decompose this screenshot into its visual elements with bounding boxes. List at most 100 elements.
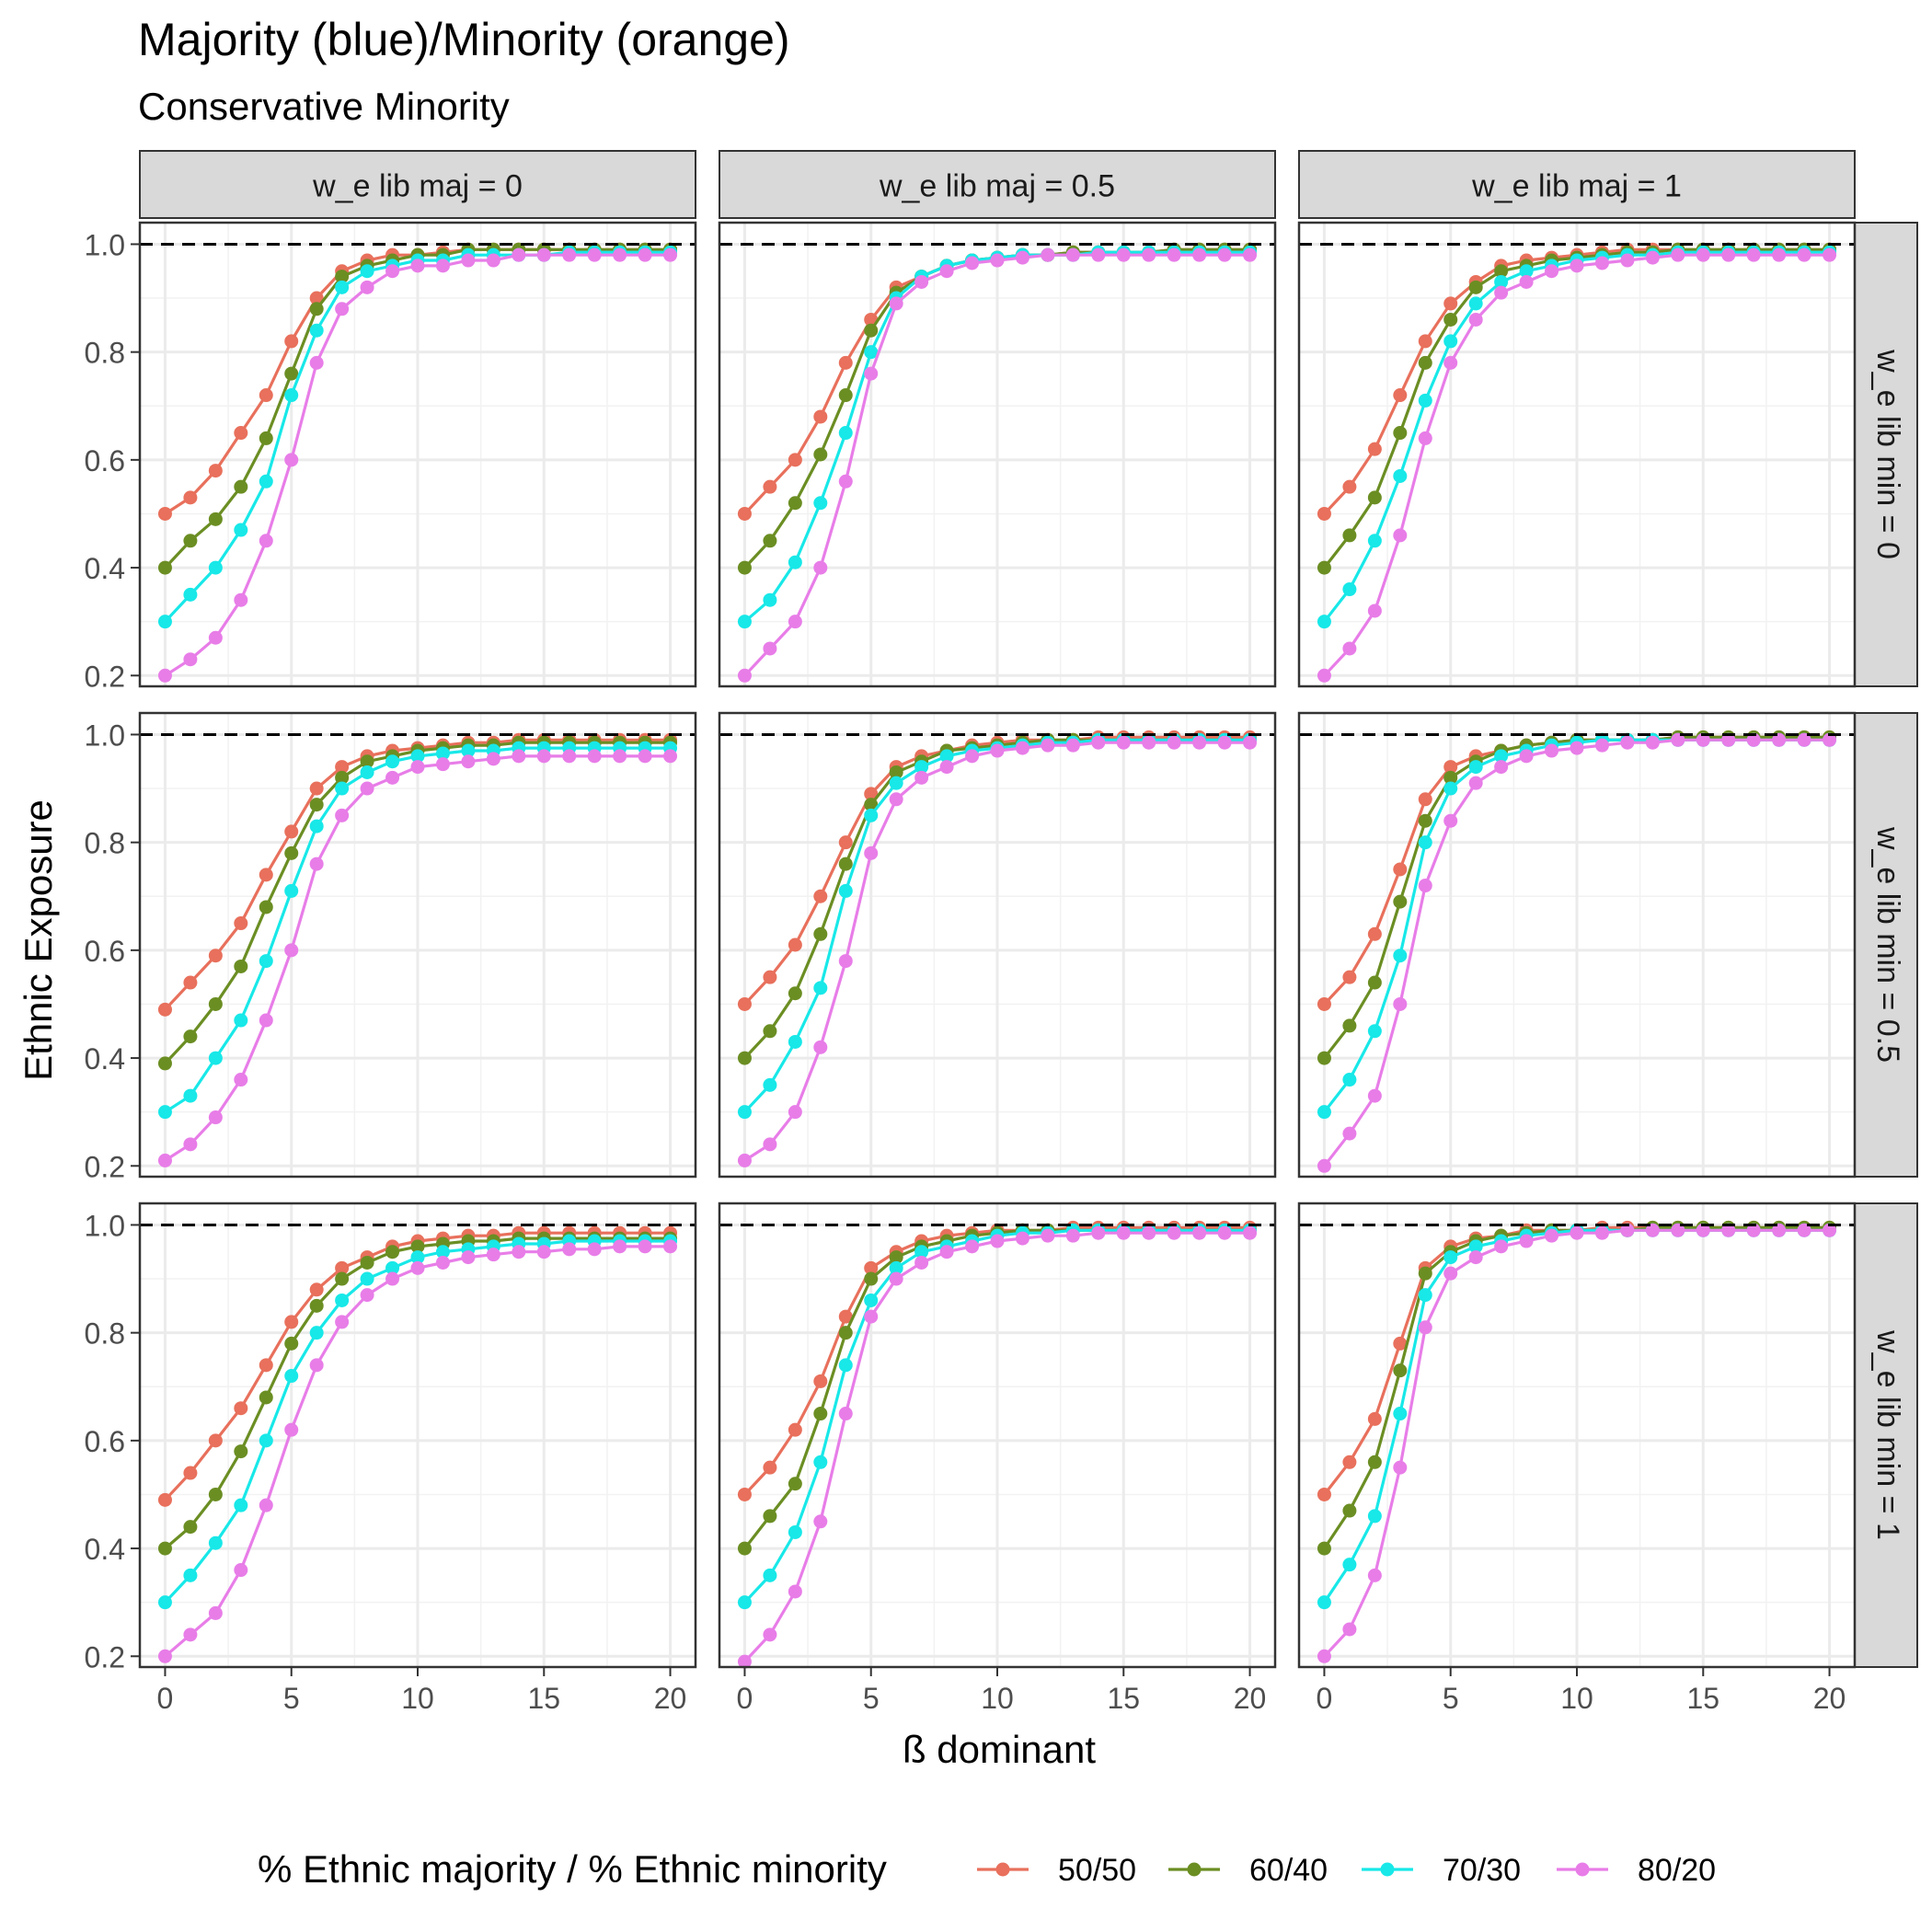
facet-panel: 0.2 0.4 0.6 0.8 1.0 0 5 10 15 20 — [85, 1202, 697, 1715]
data-point — [1342, 970, 1357, 984]
data-point — [183, 534, 198, 548]
data-point — [183, 1520, 198, 1535]
data-point — [183, 1088, 198, 1103]
data-point — [410, 1239, 425, 1254]
data-point — [435, 757, 450, 772]
data-point — [864, 345, 879, 360]
data-point — [183, 1568, 198, 1582]
data-point — [208, 1110, 223, 1125]
legend-label: 70/30 — [1443, 1853, 1521, 1888]
data-point — [385, 264, 400, 279]
data-point — [234, 916, 248, 931]
data-point — [435, 1245, 450, 1259]
x-tick-label: 15 — [1686, 1682, 1719, 1715]
y-tick-label: 1.0 — [85, 719, 125, 752]
data-point — [838, 857, 853, 871]
data-point — [208, 1487, 223, 1501]
data-point — [183, 1029, 198, 1044]
data-point — [813, 981, 828, 995]
data-point — [788, 496, 802, 511]
data-point — [309, 798, 324, 812]
data-point — [208, 1051, 223, 1065]
data-point — [889, 1271, 903, 1286]
row-strip-label: w_e lib min = 0.5 — [1870, 826, 1905, 1063]
data-point — [1367, 534, 1382, 548]
column-strip-label: w_e lib maj = 0.5 — [879, 169, 1115, 204]
y-tick-label: 0.8 — [85, 827, 125, 860]
data-point — [737, 1487, 752, 1501]
x-tick-label: 10 — [981, 1682, 1014, 1715]
x-tick-label: 0 — [1317, 1682, 1333, 1715]
data-point — [763, 592, 777, 607]
data-point — [1494, 285, 1509, 300]
data-point — [914, 760, 929, 775]
data-point — [1645, 250, 1660, 265]
data-point — [1065, 1228, 1080, 1243]
data-point — [284, 883, 299, 898]
data-point — [1468, 296, 1483, 311]
data-point — [838, 426, 853, 441]
data-point — [234, 1498, 248, 1512]
data-point — [234, 1563, 248, 1578]
data-point — [309, 323, 324, 338]
data-point — [335, 760, 350, 775]
data-point — [1393, 388, 1408, 403]
data-point — [864, 1293, 879, 1307]
data-point — [486, 1248, 500, 1262]
y-tick-label: 0.4 — [85, 1042, 125, 1075]
data-point — [1393, 1363, 1408, 1378]
y-tick-label: 0.8 — [85, 1317, 125, 1351]
data-point — [587, 1242, 602, 1257]
data-point — [1367, 1509, 1382, 1524]
data-point — [1317, 1541, 1331, 1556]
panel-border — [138, 221, 697, 688]
data-point — [1468, 280, 1483, 294]
data-point — [562, 247, 577, 262]
y-axis-label: Ethnic Exposure — [17, 799, 60, 1081]
data-point — [763, 1509, 777, 1524]
data-point — [1065, 247, 1080, 262]
panel-border — [1297, 711, 1857, 1179]
data-point — [1594, 738, 1609, 753]
data-point — [1468, 1239, 1483, 1254]
data-point — [461, 253, 476, 268]
chart-title: Majority (blue)/Minority (orange) — [138, 14, 790, 65]
data-point — [157, 1153, 172, 1167]
data-point — [208, 1433, 223, 1448]
data-point — [788, 1584, 802, 1599]
data-point — [1167, 247, 1181, 262]
data-point — [613, 247, 627, 262]
data-point — [234, 1444, 248, 1459]
y-tick-label: 0.2 — [85, 1150, 125, 1183]
data-point — [1317, 560, 1331, 575]
data-point — [788, 453, 802, 467]
data-point — [1620, 253, 1635, 268]
data-point — [1494, 274, 1509, 289]
x-tick-label: 10 — [1560, 1682, 1593, 1715]
data-point — [1217, 1225, 1232, 1240]
data-point — [838, 474, 853, 489]
data-point — [1519, 264, 1534, 279]
data-point — [157, 1002, 172, 1017]
data-point — [939, 749, 954, 764]
data-point — [788, 986, 802, 1001]
data-point — [1443, 296, 1458, 311]
data-point — [385, 1260, 400, 1275]
data-point — [157, 1649, 172, 1663]
data-point — [335, 808, 350, 822]
y-tick-label: 0.4 — [85, 552, 125, 585]
data-point — [385, 1271, 400, 1286]
data-point — [461, 743, 476, 758]
data-point — [360, 754, 374, 769]
data-point — [335, 1315, 350, 1329]
data-point — [157, 1595, 172, 1610]
data-point — [309, 1298, 324, 1313]
data-point — [939, 760, 954, 775]
data-point — [1217, 735, 1232, 750]
data-point — [410, 259, 425, 273]
data-point — [410, 1250, 425, 1265]
x-tick-label: 5 — [863, 1682, 880, 1715]
data-point — [259, 1433, 273, 1448]
data-point — [1065, 738, 1080, 753]
data-point — [157, 615, 172, 629]
